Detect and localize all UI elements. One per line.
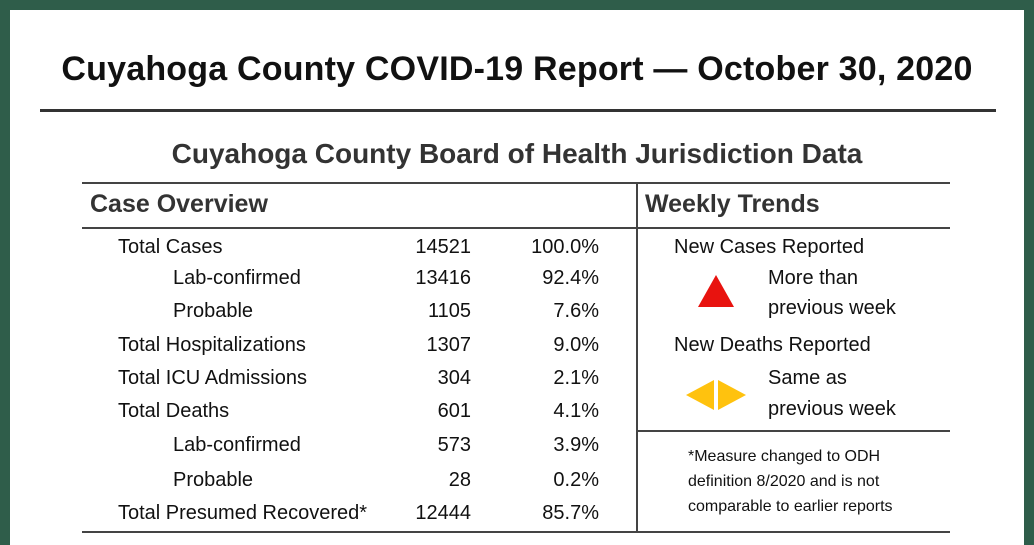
- row-percent: 9.0%: [553, 334, 599, 356]
- weekly-trends-heading: Weekly Trends: [645, 190, 820, 218]
- left-right-arrows-icon: [686, 380, 746, 410]
- row-label: Probable: [173, 469, 254, 491]
- title-divider: [40, 109, 996, 112]
- row-count: 28: [448, 469, 471, 491]
- row-count: 13416: [415, 267, 471, 289]
- row-label: Total Presumed Recovered*: [118, 502, 368, 524]
- row-count: 304: [437, 367, 471, 389]
- cases-trend-line1: More than: [768, 267, 859, 289]
- row-count: 601: [437, 400, 471, 422]
- row-count: 1307: [426, 334, 472, 356]
- jurisdiction-subtitle: Cuyahoga County Board of Health Jurisdic…: [171, 138, 863, 169]
- footnote-rule: [637, 430, 950, 432]
- report-title: Cuyahoga County COVID-19 Report — Octobe…: [61, 50, 973, 88]
- row-label: Total Deaths: [118, 400, 230, 422]
- row-percent: 92.4%: [542, 267, 599, 289]
- case-overview-heading: Case Overview: [90, 190, 268, 218]
- row-percent: 0.2%: [553, 469, 599, 491]
- row-count: 573: [437, 434, 471, 456]
- table-bottom-rule: [82, 531, 950, 533]
- new-cases-label: New Cases Reported: [674, 236, 865, 258]
- deaths-trend-line1: Same as: [768, 367, 847, 389]
- table-top-rule: [82, 182, 950, 184]
- new-deaths-label: New Deaths Reported: [674, 334, 871, 356]
- row-label: Lab-confirmed: [173, 434, 301, 456]
- report-card: Cuyahoga County COVID-19 Report — Octobe…: [10, 10, 1024, 545]
- table-header-rule: [82, 227, 950, 229]
- row-percent: 3.9%: [553, 434, 599, 456]
- footnote-line: definition 8/2020 and is not: [688, 473, 880, 490]
- row-percent: 100.0%: [531, 236, 599, 258]
- footnote-line: comparable to earlier reports: [688, 498, 893, 515]
- cases-trend-line2: previous week: [768, 297, 896, 319]
- footnote: *Measure changed to ODH definition 8/202…: [688, 444, 978, 519]
- row-percent: 7.6%: [553, 300, 599, 322]
- row-label: Total Hospitalizations: [118, 334, 306, 356]
- deaths-trend-line2: previous week: [768, 398, 896, 420]
- row-label: Lab-confirmed: [173, 267, 301, 289]
- row-percent: 4.1%: [553, 400, 599, 422]
- row-label: Total Cases: [118, 236, 223, 258]
- row-label: Probable: [173, 300, 254, 322]
- row-count: 14521: [415, 236, 471, 258]
- row-percent: 85.7%: [542, 502, 599, 524]
- row-label: Total ICU Admissions: [118, 367, 307, 389]
- column-divider: [636, 182, 638, 533]
- row-count: 1105: [427, 300, 471, 322]
- up-triangle-icon: [698, 275, 734, 307]
- footnote-line: *Measure changed to ODH: [688, 448, 881, 465]
- row-count: 12444: [415, 502, 471, 524]
- row-percent: 2.1%: [553, 367, 599, 389]
